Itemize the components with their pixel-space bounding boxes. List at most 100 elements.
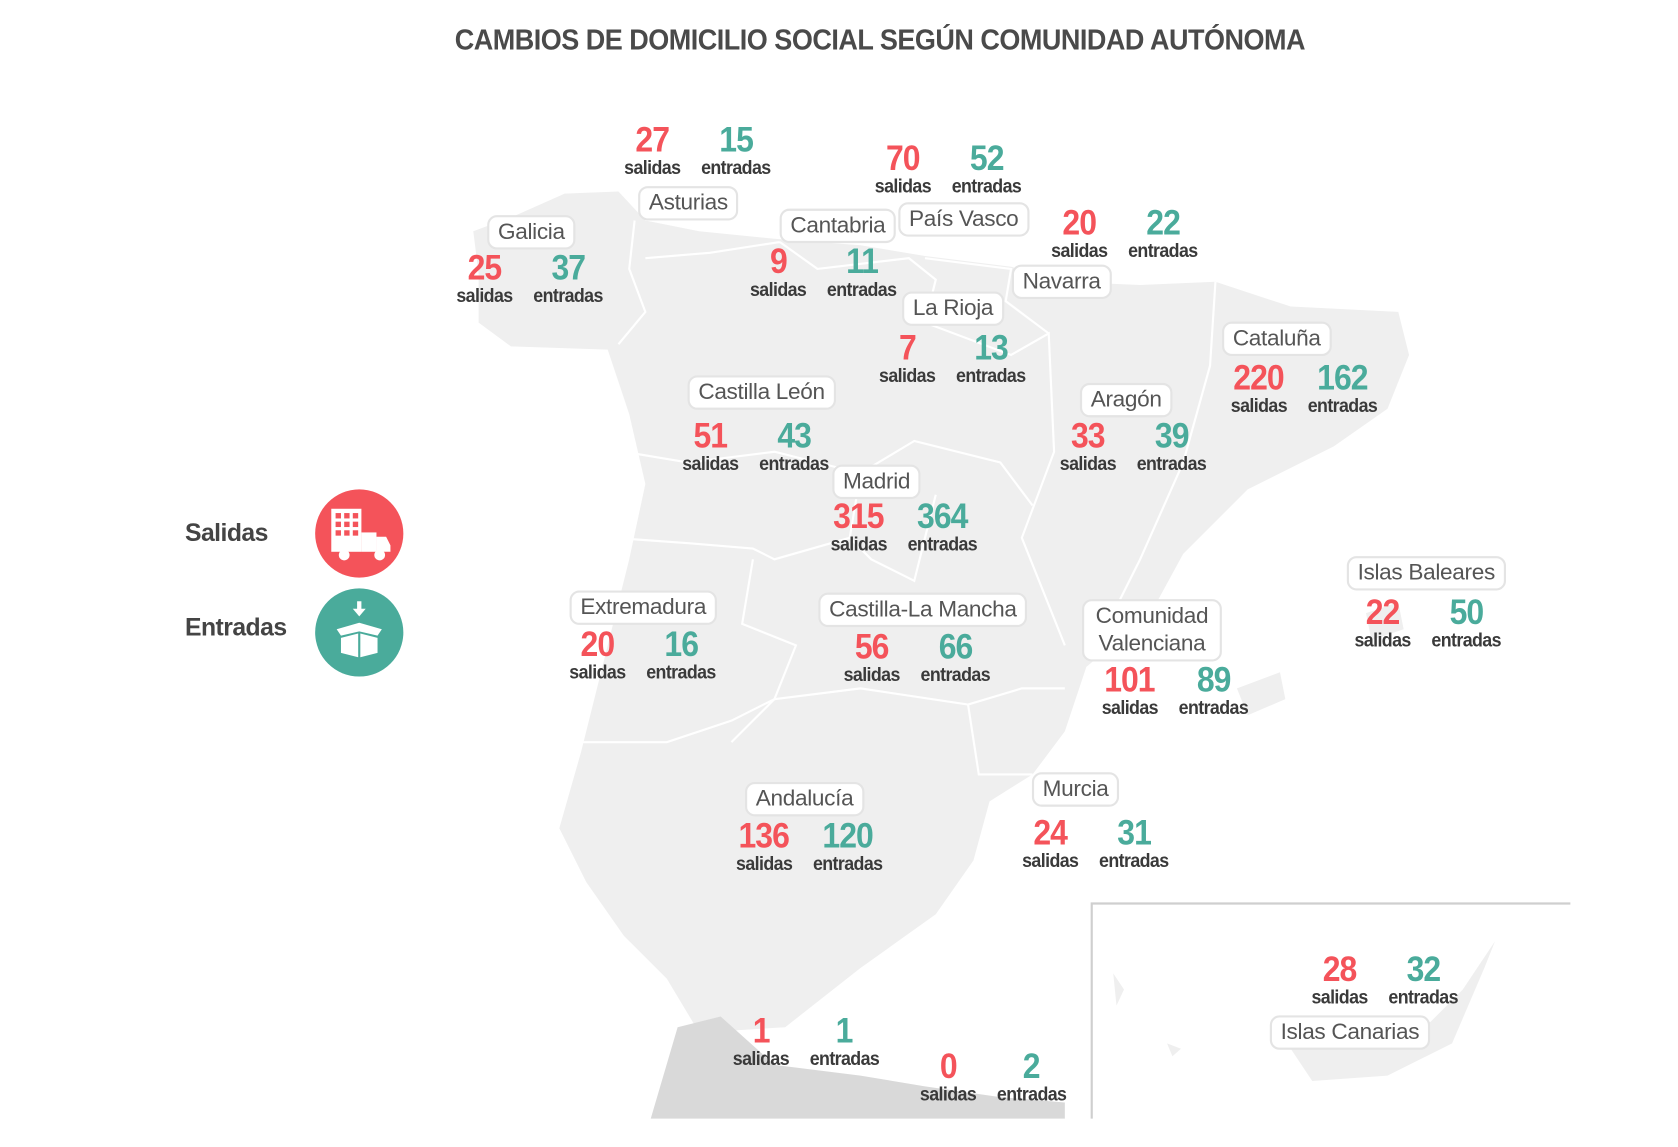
entradas-word: entradas	[646, 661, 716, 684]
salidas-word: salidas	[1022, 849, 1079, 872]
entradas-col: 52 entradas	[949, 139, 1025, 197]
salidas-col: 0 salidas	[917, 1047, 978, 1103]
region-values: 22 salidas 50 entradas	[1352, 591, 1504, 651]
region-label: Andalucía	[745, 781, 865, 817]
entradas-value: 162	[1317, 357, 1368, 397]
salidas-word: salidas	[682, 452, 739, 475]
entradas-value: 16	[663, 623, 699, 664]
entradas-col: 66 entradas	[917, 628, 993, 684]
canarias-frame	[1090, 902, 1571, 1119]
entradas-value: 89	[1196, 659, 1231, 700]
entradas-value: 364	[916, 495, 968, 536]
entradas-word: entradas	[1178, 696, 1248, 719]
entradas-col: 2 entradas	[994, 1045, 1070, 1103]
entradas-col: 37 entradas	[530, 249, 606, 305]
salidas-value: 24	[1033, 812, 1068, 852]
salidas-col: 33 salidas	[1057, 417, 1118, 473]
salidas-col: 70 salidas	[872, 139, 933, 197]
entradas-col: 11 entradas	[824, 243, 900, 299]
salidas-word: salidas	[732, 1047, 790, 1070]
region-values: 24 salidas 31 entradas	[1020, 814, 1172, 870]
salidas-col: 101 salidas	[1099, 661, 1160, 717]
region-values: 56 salidas 66 entradas	[841, 628, 993, 684]
entradas-word: entradas	[1136, 452, 1207, 475]
region-values: 20 salidas 22 entradas	[1049, 204, 1201, 260]
entradas-col: 162 entradas	[1305, 359, 1381, 415]
region-label: Cantabria	[779, 208, 897, 244]
entradas-col: 15 entradas	[698, 121, 774, 177]
salidas-value: 7	[898, 326, 917, 367]
salidas-col: 51 salidas	[680, 417, 741, 473]
entradas-word: entradas	[1098, 849, 1169, 872]
salidas-col: 20 salidas	[1049, 204, 1110, 260]
salidas-value: 9	[769, 240, 788, 281]
entradas-value: 31	[1116, 812, 1152, 852]
entradas-col: 1 entradas	[807, 1012, 883, 1068]
entradas-col: 50 entradas	[1428, 591, 1504, 651]
region-values: 1 salidas 1 entradas	[730, 1012, 882, 1068]
entradas-word: entradas	[955, 364, 1026, 387]
entradas-col: 22 entradas	[1125, 204, 1201, 260]
salidas-col: 24 salidas	[1020, 814, 1081, 870]
entradas-word: entradas	[1307, 394, 1378, 417]
legend-salidas-label: Salidas	[185, 518, 268, 547]
salidas-col: 27 salidas	[622, 119, 683, 179]
salidas-word: salidas	[879, 364, 936, 387]
region-label: Aragón	[1079, 382, 1173, 418]
open-box-arrow-icon	[315, 588, 404, 677]
salidas-value: 101	[1104, 659, 1156, 700]
salidas-value: 220	[1233, 357, 1285, 397]
entradas-value: 1	[835, 1009, 854, 1050]
entradas-value: 43	[776, 415, 812, 455]
building-truck-icon	[315, 489, 404, 578]
salidas-col: 9 salidas	[748, 243, 809, 299]
entradas-col: 89 entradas	[1175, 661, 1251, 717]
region-label: Castilla-La Mancha	[818, 592, 1028, 628]
entradas-word: entradas	[826, 278, 897, 301]
entradas-value: 22	[1145, 202, 1181, 243]
region-values: 28 salidas 32 entradas	[1309, 948, 1461, 1008]
salidas-value: 315	[833, 495, 885, 536]
salidas-word: salidas	[830, 533, 888, 556]
salidas-col: 56 salidas	[841, 628, 902, 684]
region-label: Navarra	[1011, 264, 1112, 300]
salidas-col: 220 salidas	[1228, 359, 1289, 415]
entradas-value: 32	[1406, 948, 1441, 989]
entradas-word: entradas	[951, 175, 1022, 197]
entradas-value: 13	[973, 326, 1009, 367]
salidas-col: 7 salidas	[877, 329, 938, 385]
region-values: 25 salidas 37 entradas	[454, 249, 606, 307]
baleares-shape	[1236, 602, 1404, 716]
entradas-col: 39 entradas	[1134, 417, 1210, 473]
ceuta-melilla-shape	[650, 1016, 1065, 1119]
salidas-value: 20	[580, 623, 616, 664]
entradas-value: 50	[1449, 591, 1484, 632]
salidas-value: 136	[738, 815, 790, 856]
entradas-col: 13 entradas	[953, 329, 1029, 385]
legend-entradas-label: Entradas	[185, 613, 287, 642]
entradas-word: entradas	[1388, 986, 1458, 1008]
salidas-word: salidas	[1051, 239, 1108, 262]
entradas-word: entradas	[1431, 629, 1501, 651]
salidas-col: 315 salidas	[828, 495, 889, 556]
salidas-value: 27	[635, 119, 670, 160]
salidas-col: 25 salidas	[454, 249, 515, 307]
salidas-value: 28	[1322, 948, 1358, 989]
salidas-word: salidas	[624, 157, 681, 179]
entradas-word: entradas	[1127, 239, 1198, 262]
entradas-col: 43 entradas	[756, 417, 832, 473]
region-label: Islas Baleares	[1346, 556, 1506, 591]
salidas-word: salidas	[874, 175, 932, 197]
region-label: Extremadura	[569, 590, 717, 625]
region-values: 27 salidas 15 entradas	[622, 119, 774, 179]
salidas-value: 22	[1365, 591, 1401, 632]
region-label: Murcia	[1031, 772, 1120, 807]
region-label: Asturias	[638, 186, 739, 221]
region-label: Madrid	[832, 464, 921, 500]
region-label: Islas Canarias	[1269, 1015, 1430, 1050]
salidas-value: 51	[693, 415, 729, 455]
region-label: La Rioja	[902, 291, 1004, 326]
salidas-word: salidas	[456, 285, 513, 307]
entradas-col: 31 entradas	[1096, 814, 1172, 870]
entradas-value: 2	[1023, 1045, 1041, 1086]
